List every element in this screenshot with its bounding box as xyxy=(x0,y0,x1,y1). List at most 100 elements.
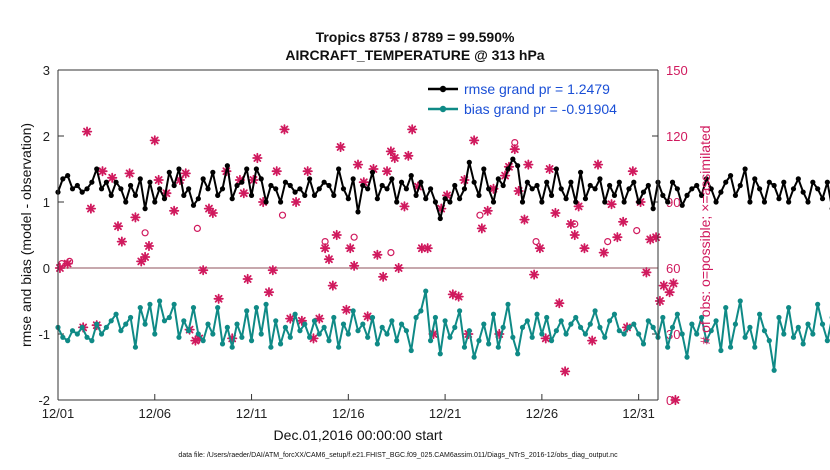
obs-assimilated-marker xyxy=(97,166,108,177)
series-1-point xyxy=(398,321,405,327)
series-1-point xyxy=(350,308,356,314)
series-1-point xyxy=(761,328,768,334)
series-1-point xyxy=(747,324,753,330)
obs-assimilated-stroke xyxy=(588,336,597,345)
series-0-point xyxy=(171,182,177,189)
series-1-point xyxy=(215,305,221,311)
obs-assimilated-stroke xyxy=(315,314,324,323)
obs-assimilated-stroke xyxy=(373,250,382,259)
series-1-point xyxy=(65,338,71,344)
series-0-point xyxy=(819,196,826,202)
series-0-point xyxy=(534,182,540,189)
obs-assimilated-marker xyxy=(612,232,623,243)
y-right-tick-label: 150 xyxy=(666,63,688,78)
obs-assimilated-marker xyxy=(482,205,493,216)
series-1-point xyxy=(200,338,206,344)
series-1-point xyxy=(766,338,772,344)
series-0-point xyxy=(645,182,651,189)
series-0-point xyxy=(268,182,274,189)
series-0-point xyxy=(437,215,443,222)
series-1-point xyxy=(282,324,289,330)
series-1-point xyxy=(69,328,76,334)
series-0-point xyxy=(118,186,124,192)
obs-assimilated-stroke xyxy=(669,279,678,288)
series-0-point xyxy=(398,179,405,185)
series-1-point xyxy=(365,334,371,340)
series-0-point xyxy=(476,192,482,198)
series-0-point xyxy=(176,166,182,172)
series-0-point xyxy=(297,186,303,192)
obs-assimilated-marker xyxy=(139,251,151,263)
obs-assimilated-stroke xyxy=(379,272,388,281)
obs-assimilated-stroke xyxy=(309,334,318,343)
series-0-point xyxy=(273,186,279,192)
obs-assimilated-marker xyxy=(85,203,97,214)
obs-assimilated-marker xyxy=(670,394,681,406)
series-1-point xyxy=(60,334,66,340)
series-0-point xyxy=(669,179,676,185)
series-1-point xyxy=(592,308,598,314)
y-tick-label: 3 xyxy=(43,63,50,78)
series-0-point xyxy=(563,196,569,202)
obs-assimilated-marker xyxy=(341,304,352,315)
series-1-point xyxy=(563,331,569,337)
y-axis-label-left: rmse and bias (model - observation) xyxy=(18,123,34,347)
obs-assimilated-marker xyxy=(323,254,335,265)
y-right-tick-label: 90 xyxy=(666,195,680,210)
obs-assimilated-stroke xyxy=(555,299,564,308)
series-0-point xyxy=(103,179,109,185)
obs-assimilated-marker xyxy=(331,229,342,241)
series-0-point xyxy=(660,192,666,198)
series-1-point xyxy=(515,351,521,357)
obs-assimilated-stroke xyxy=(390,154,399,162)
series-0-point xyxy=(369,169,376,175)
obs-possible-marker xyxy=(278,211,287,219)
series-0-point xyxy=(592,186,598,192)
obs-assimilated-stroke xyxy=(524,160,533,169)
obs-assimilated-marker xyxy=(112,221,124,232)
series-0-point xyxy=(490,199,497,205)
obs-assimilated-marker xyxy=(579,243,590,254)
obs-assimilated-stroke xyxy=(642,268,651,277)
series-0-point xyxy=(229,196,235,202)
series-1-point xyxy=(360,321,366,327)
obs-assimilated-marker xyxy=(529,269,540,280)
series-0-point xyxy=(282,179,289,185)
obs-assimilated-marker xyxy=(381,166,393,177)
obs-assimilated-stroke xyxy=(114,222,122,231)
obs-assimilated-stroke xyxy=(545,165,554,173)
obs-assimilated-marker xyxy=(285,313,296,324)
series-0-point xyxy=(558,186,564,192)
obs-assimilated-stroke xyxy=(483,206,492,215)
obs-assimilated-marker xyxy=(559,366,571,377)
series-0-point xyxy=(616,179,622,185)
series-0-point xyxy=(152,199,158,205)
x-tick-label: 12/21 xyxy=(429,406,462,421)
series-1-point xyxy=(674,311,680,317)
obs-possible-marker xyxy=(476,211,484,219)
series-1-point xyxy=(481,321,487,327)
series-0-point xyxy=(137,176,143,182)
obs-assimilated-stroke xyxy=(325,255,333,264)
series-0-point xyxy=(190,202,197,208)
x-tick-label: 12/16 xyxy=(332,406,365,421)
series-1-point xyxy=(418,308,424,314)
series-1-point xyxy=(186,328,192,334)
series-1-point xyxy=(127,314,134,321)
obs-assimilated-stroke xyxy=(63,259,72,268)
series-1-point xyxy=(161,318,168,324)
series-0-point xyxy=(277,199,284,205)
series-0-point xyxy=(331,192,337,198)
series-1-point xyxy=(461,344,468,350)
obs-assimilated-marker xyxy=(198,265,209,276)
series-1-point xyxy=(277,341,284,347)
series-1-point xyxy=(510,334,516,340)
y-tick-label: -1 xyxy=(38,327,50,342)
series-1-point xyxy=(210,331,216,337)
series-1-point xyxy=(74,331,80,337)
series-0-point xyxy=(60,176,66,182)
series-line-1 xyxy=(57,290,830,372)
obs-assimilated-stroke xyxy=(297,316,306,325)
series-1-point xyxy=(737,298,743,304)
